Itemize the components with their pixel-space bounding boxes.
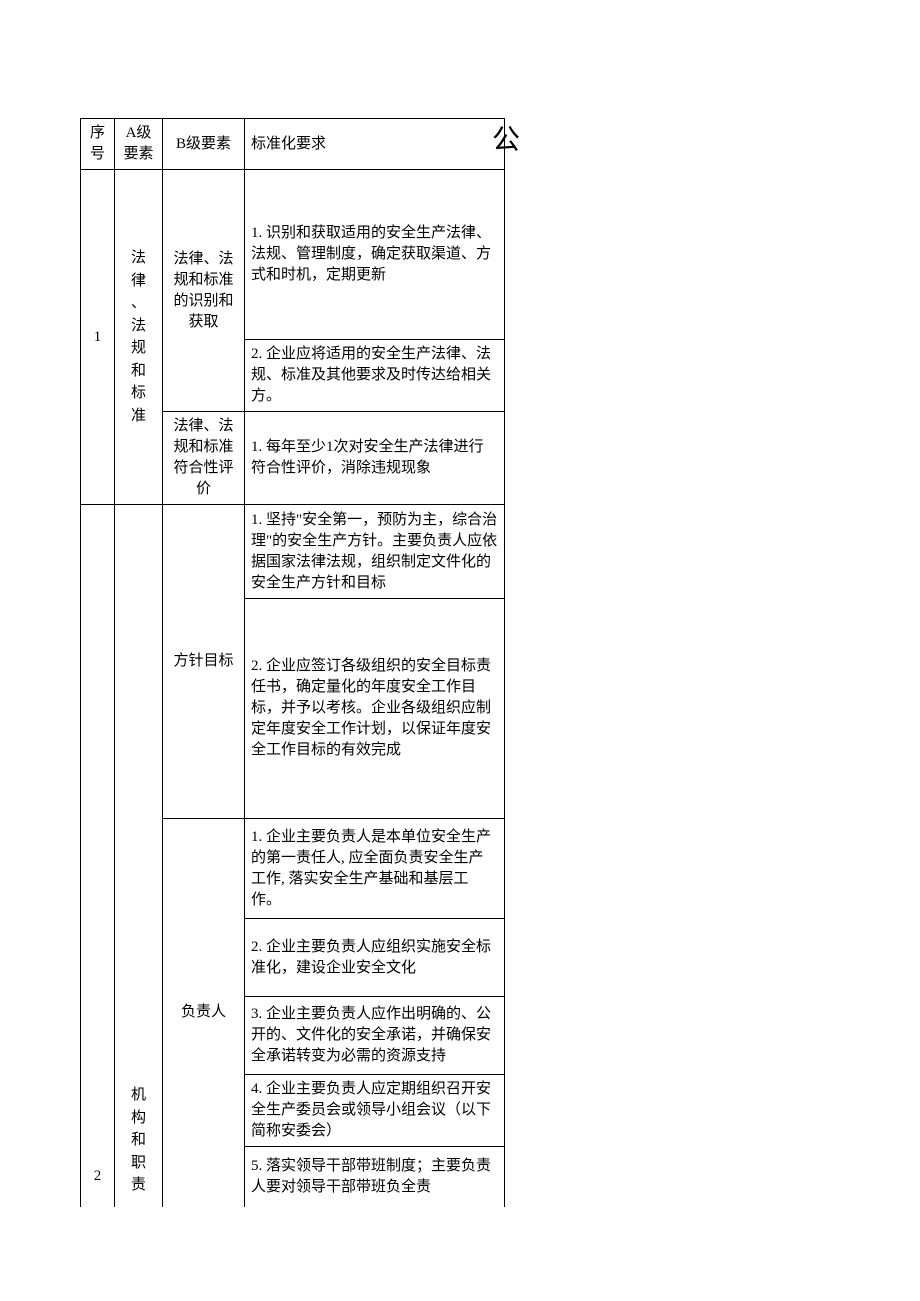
requirement-cell: 1. 每年至少1次对安全生产法律进行符合性评价，消除违规现象: [245, 412, 505, 505]
page-header-char: 公: [492, 118, 520, 158]
requirement-cell: 4. 企业主要负责人应定期组织召开安全生产委员会或领导小组会议（以下简称安委会）: [245, 1075, 505, 1147]
requirement-cell: 2. 企业应签订各级组织的安全目标责任书，确定量化的年度安全工作目标，并予以考核…: [245, 599, 505, 819]
a-element-text: 法律、法规和标准: [131, 247, 146, 427]
b-element-cell: 负责人: [163, 819, 245, 1207]
header-requirement: 标准化要求: [245, 119, 505, 170]
requirement-cell: 5. 落实领导干部带班制度；主要负责人要对领导干部带班负全责: [245, 1147, 505, 1207]
requirement-cell: 1. 识别和获取适用的安全生产法律、法规、管理制度，确定获取渠道、方式和时机，定…: [245, 170, 505, 340]
seq-cell: 2: [81, 505, 115, 1207]
table-row: 2 机构和职责 方针目标 1. 坚持"安全第一，预防为主，综合治理"的安全生产方…: [81, 505, 505, 599]
seq-cell: 1: [81, 170, 115, 505]
b-element-cell: 法律、法规和标准的识别和获取: [163, 170, 245, 412]
header-a-element: A级要素: [115, 119, 163, 170]
header-b-element: B级要素: [163, 119, 245, 170]
requirement-cell: 1. 坚持"安全第一，预防为主，综合治理"的安全生产方针。主要负责人应依据国家法…: [245, 505, 505, 599]
b-element-cell: 方针目标: [163, 505, 245, 819]
standards-table: 序号 A级要素 B级要素 标准化要求 1 法律、法规和标准 法律、法规和标准的识…: [80, 118, 505, 1207]
header-seq: 序号: [81, 119, 115, 170]
table-header-row: 序号 A级要素 B级要素 标准化要求: [81, 119, 505, 170]
requirement-cell: 2. 企业主要负责人应组织实施安全标准化，建设企业安全文化: [245, 919, 505, 997]
a-element-cell: 机构和职责: [115, 505, 163, 1207]
requirement-cell: 1. 企业主要负责人是本单位安全生产的第一责任人, 应全面负责安全生产工作, 落…: [245, 819, 505, 919]
b-element-cell: 法律、法规和标准符合性评价: [163, 412, 245, 505]
a-element-text: 机构和职责: [131, 1084, 146, 1197]
requirement-cell: 3. 企业主要负责人应作出明确的、公开的、文件化的安全承诺，并确保安全承诺转变为…: [245, 997, 505, 1075]
requirement-cell: 2. 企业应将适用的安全生产法律、法规、标准及其他要求及时传达给相关方。: [245, 340, 505, 412]
table-row: 1 法律、法规和标准 法律、法规和标准的识别和获取 1. 识别和获取适用的安全生…: [81, 170, 505, 340]
a-element-cell: 法律、法规和标准: [115, 170, 163, 505]
